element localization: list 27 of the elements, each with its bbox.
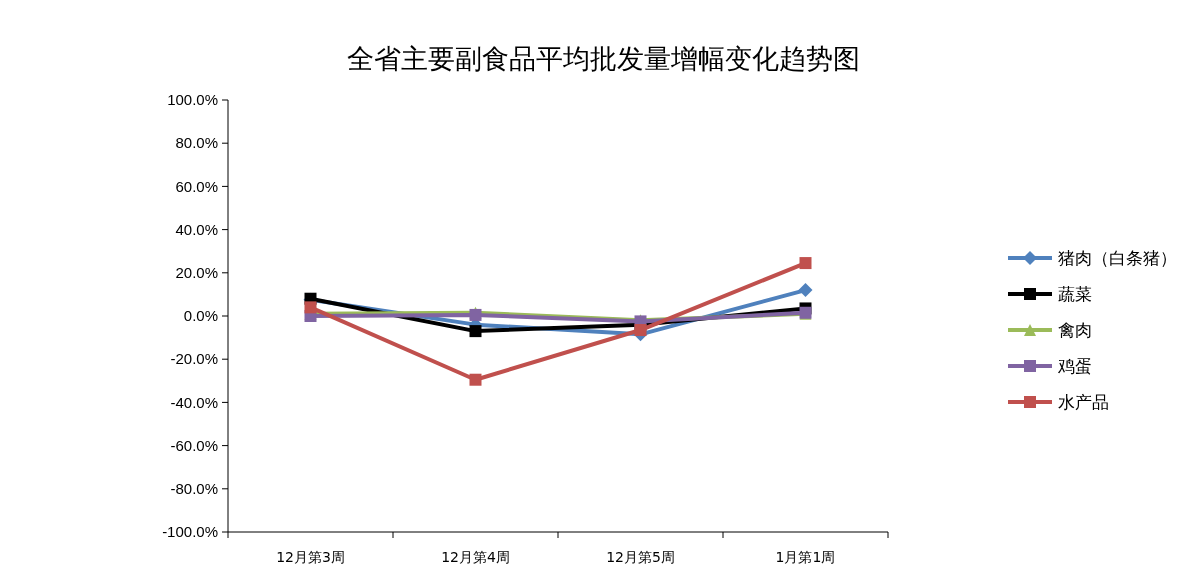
legend-label: 水产品	[1058, 391, 1109, 412]
y-tick-label: -20.0%	[170, 350, 218, 368]
y-tick-label: 100.0%	[167, 91, 218, 109]
y-tick-label: -40.0%	[170, 393, 218, 411]
legend-label: 蔬菜	[1058, 283, 1092, 304]
legend-label: 猪肉（白条猪）	[1058, 247, 1177, 268]
x-tick-label: 12月第4周	[441, 549, 510, 565]
y-tick-label: 80.0%	[175, 134, 218, 152]
x-tick-label: 12月第3周	[276, 549, 345, 565]
y-tick-label: 60.0%	[175, 177, 218, 195]
point	[634, 324, 647, 337]
y-tick-label: -60.0%	[170, 436, 218, 454]
y-tick-label: -100.0%	[162, 523, 218, 541]
point	[469, 325, 482, 338]
chart-title: 全省主要副食品平均批发量增幅变化趋势图	[347, 43, 860, 74]
y-tick-label: -80.0%	[170, 480, 218, 498]
y-tick-label: 20.0%	[175, 264, 218, 282]
point	[798, 283, 813, 298]
x-tick-label: 12月第5周	[606, 549, 675, 565]
y-tick-label: 0.0%	[183, 307, 218, 325]
legend-label: 禽肉	[1058, 319, 1092, 340]
y-tick-label: 40.0%	[175, 220, 218, 238]
legend-label: 鸡蛋	[1057, 355, 1092, 376]
point	[799, 257, 812, 270]
point	[304, 301, 317, 314]
point	[469, 373, 482, 386]
x-tick-label: 1月第1周	[775, 549, 836, 565]
